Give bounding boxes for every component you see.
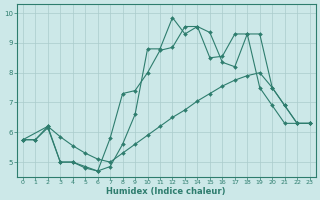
X-axis label: Humidex (Indice chaleur): Humidex (Indice chaleur) [107,187,226,196]
